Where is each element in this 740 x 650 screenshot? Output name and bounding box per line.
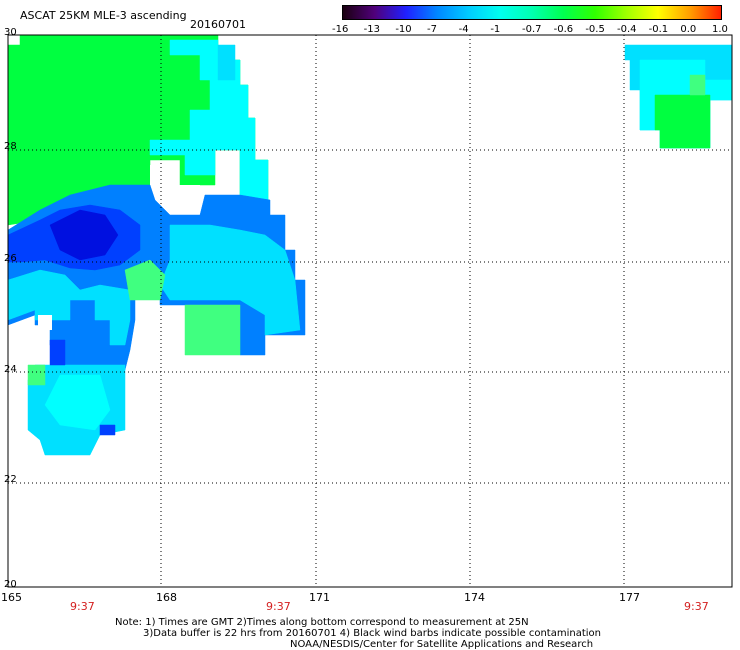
- lat-label-30: 30: [4, 27, 17, 38]
- swath-patch: [149, 39, 269, 201]
- swath-gap: [38, 315, 52, 330]
- map-frame: [7, 34, 733, 588]
- colorbar-tick-label: -0.6: [553, 24, 574, 35]
- lat-label-28: 28: [4, 141, 17, 152]
- colorbar: [342, 5, 722, 20]
- lat-label-26: 26: [4, 253, 17, 264]
- swath-patch: [44, 374, 111, 431]
- colorbar-tick-label: -1: [490, 24, 501, 35]
- swath-patch: [49, 209, 119, 261]
- colorbar-tick-label: -0.4: [617, 24, 637, 35]
- colorbar-tick-label: 0.0: [680, 24, 697, 35]
- swath-patch: [49, 339, 66, 366]
- swath-patch: [27, 364, 46, 386]
- swath-patch: [654, 94, 711, 149]
- colorbar-tick-label: -4: [458, 24, 469, 35]
- note-line-3: NOAA/NESDIS/Center for Satellite Applica…: [290, 639, 594, 650]
- lat-lon-grid: [8, 35, 732, 587]
- swath-patch: [99, 424, 116, 436]
- lon-label-177: 177: [619, 591, 640, 604]
- lat-label-24: 24: [4, 364, 17, 375]
- swath-patch: [217, 44, 236, 81]
- lon-label-171: 171: [309, 591, 330, 604]
- colorbar-tick-label: -0.7: [522, 24, 542, 35]
- colorbar-tick-label: -0.1: [648, 24, 669, 35]
- swath-patch: [184, 304, 241, 356]
- colorbar-tick-label: -13: [363, 24, 380, 35]
- time-label: 9:37: [266, 600, 291, 613]
- note-line-2: 3)Data buffer is 22 hrs from 20160701 4)…: [143, 628, 601, 639]
- swath-gap: [170, 185, 200, 212]
- lat-label-20: 20: [4, 579, 17, 590]
- chart-title: ASCAT 25KM MLE-3 ascending: [20, 9, 187, 22]
- colorbar-tick-label: 1.0: [712, 24, 728, 35]
- swath-gap: [150, 165, 170, 185]
- date-label: 20160701: [190, 18, 246, 31]
- colorbar-tick-label: -10: [395, 24, 412, 35]
- colorbar-tick-label: -7: [427, 24, 437, 35]
- swath-patch: [7, 269, 131, 346]
- lon-label-168: 168: [156, 591, 177, 604]
- swath-patch: [689, 74, 706, 96]
- swath-patch: [159, 224, 301, 336]
- swath-patch: [124, 259, 166, 301]
- note-line-1: Note: 1) Times are GMT 2)Times along bot…: [115, 617, 529, 628]
- lon-label-174: 174: [464, 591, 485, 604]
- colorbar-tick-label: -16: [332, 24, 349, 35]
- lon-label-165: 165: [1, 591, 22, 604]
- time-label: 9:37: [70, 600, 95, 613]
- wind-swath-data: [7, 34, 733, 456]
- time-label: 9:37: [684, 600, 709, 613]
- colorbar-tick-label: -0.5: [585, 24, 605, 35]
- lat-label-22: 22: [4, 474, 17, 485]
